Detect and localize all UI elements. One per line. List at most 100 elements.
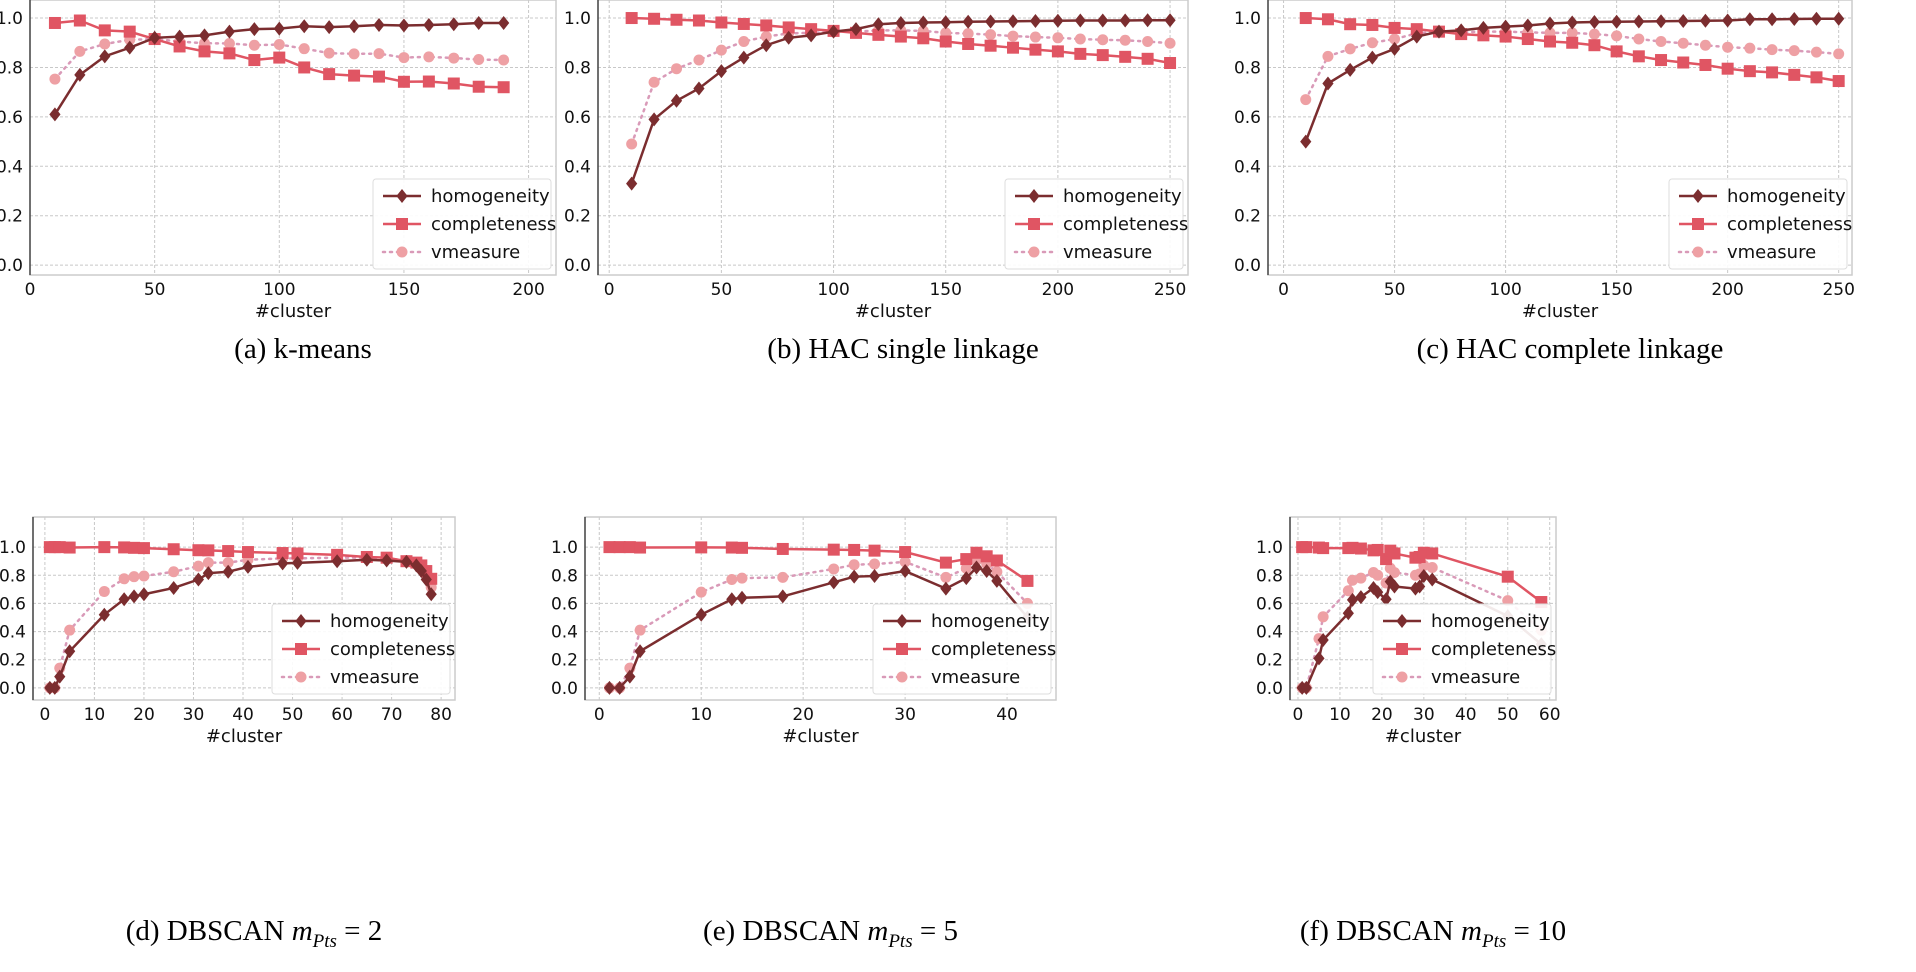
vmeasure-legend-marker [896,671,908,683]
completeness-point [1366,18,1379,31]
completeness-point [1632,50,1645,63]
x-tick-label: 30 [1413,705,1435,725]
homogeneity-point [726,592,738,607]
subplot-f: 0.0 0.2 0.4 0.6 0.8 1.0 0 10 20 30 40 50 60 #cluster h… [1256,516,1561,747]
vmeasure-point [760,31,772,43]
homogeneity-point [850,22,862,37]
homogeneity-point [348,19,360,34]
completeness-point [1344,18,1357,31]
vmeasure-point [1788,45,1800,57]
vmeasure-point [1097,34,1109,46]
completeness-point [98,24,111,37]
x-tick-label: 40 [996,705,1018,725]
vmeasure-point [899,556,911,568]
vmeasure-point [248,39,260,51]
homogeneity-point [202,566,214,581]
caption-prefix: (f) DBSCAN [1299,915,1462,947]
completeness-point [899,546,912,559]
homogeneity-point [1388,579,1401,594]
caption-suffix: = 2 [336,915,383,947]
homogeneity-legend-marker [896,614,908,628]
homogeneity-point [1380,592,1392,607]
legend: homogeneity completeness vmeasure [372,178,556,270]
vmeasure-legend-marker [1028,246,1040,258]
homogeneity-point [168,580,180,595]
vmeasure-point [693,54,705,66]
subplot-caption: (b) HAC single linkage [767,333,1038,371]
x-tick-label: 200 [1711,280,1743,300]
homogeneity-point [940,15,952,30]
legend-box [271,603,451,695]
vmeasure-point [323,47,335,59]
homogeneity-point [1833,11,1845,26]
vmeasure-point [498,54,510,66]
homogeneity-point [1655,14,1667,29]
x-tick-label: 80 [430,705,452,725]
legend-box [1372,603,1552,695]
subplot-a: 0.0 0.2 0.4 0.6 0.8 1.0 0 50 100 150 200 #cluster ho… [0,0,557,322]
vmeasure-point [223,37,235,49]
homogeneity-point [738,50,750,65]
y-tick-label: 0.2 [0,207,23,227]
homogeneity-point [49,107,61,122]
completeness-point [472,80,485,93]
x-tick-label: 0 [39,705,50,725]
vmeasure-point [1007,30,1019,42]
completeness-legend-marker [896,643,908,655]
homogeneity-point [940,581,952,596]
vmeasure-point [828,563,840,575]
vmeasure-point [671,63,683,75]
homogeneity-point [498,15,510,30]
completeness-point [939,35,952,48]
completeness-point [1007,41,1020,54]
homogeneity-point [400,554,413,569]
completeness-point [198,45,211,58]
homogeneity-point [1414,579,1426,594]
homogeneity-point [895,15,907,30]
y-tick-label: 0.2 [564,207,591,227]
completeness-point [917,32,930,45]
homogeneity-point [1142,13,1154,28]
vmeasure-point [962,28,974,40]
x-tick-label: 50 [144,280,166,300]
completeness-point [422,75,435,88]
legend-label-homogeneity: homogeneity [1431,611,1550,632]
completeness-point [623,541,636,554]
completeness-point [291,547,304,560]
completeness-point [1299,12,1312,25]
vmeasure-point [1833,48,1845,60]
vmeasure-point [738,36,750,48]
homogeneity-point [626,176,638,191]
y-tick-label: 1.0 [551,538,578,558]
vmeasure-point [202,557,214,569]
vmeasure-point [648,76,660,88]
x-axis-label: #cluster [1522,301,1599,322]
subplot-caption: (c) HAC complete linkage [1417,333,1724,371]
vmeasure-point [1655,36,1667,48]
completeness-point [648,12,661,25]
completeness-point [715,16,728,29]
homogeneity-point [695,607,707,622]
legend-label-completeness: completeness [1431,639,1556,660]
completeness-point [1388,547,1401,560]
x-tick-label: 0 [1278,280,1289,300]
vmeasure-point [1164,37,1176,49]
y-tick-label: 0.8 [564,58,591,78]
vmeasure-point [1119,34,1131,46]
vmeasure-point [1074,33,1086,45]
vmeasure-point [118,573,130,585]
homogeneity-point [984,14,997,29]
completeness-point [1677,56,1690,69]
legend-label-homogeneity: homogeneity [1727,186,1846,207]
homogeneity-point [323,20,335,35]
homogeneity-point [1346,592,1359,607]
subplot-d: 0.0 0.2 0.4 0.6 0.8 1.0 0 10 20 30 40 50 60 70 80 #clus… [0,516,456,747]
completeness-point [939,556,952,569]
y-tick-label: 0.6 [0,594,26,614]
completeness-point [447,77,460,90]
homogeneity-line [630,19,1171,184]
homogeneity-point [331,554,343,569]
vmeasure-point [1029,31,1041,43]
vmeasure-point [736,572,748,584]
vmeasure-point [1588,28,1600,40]
